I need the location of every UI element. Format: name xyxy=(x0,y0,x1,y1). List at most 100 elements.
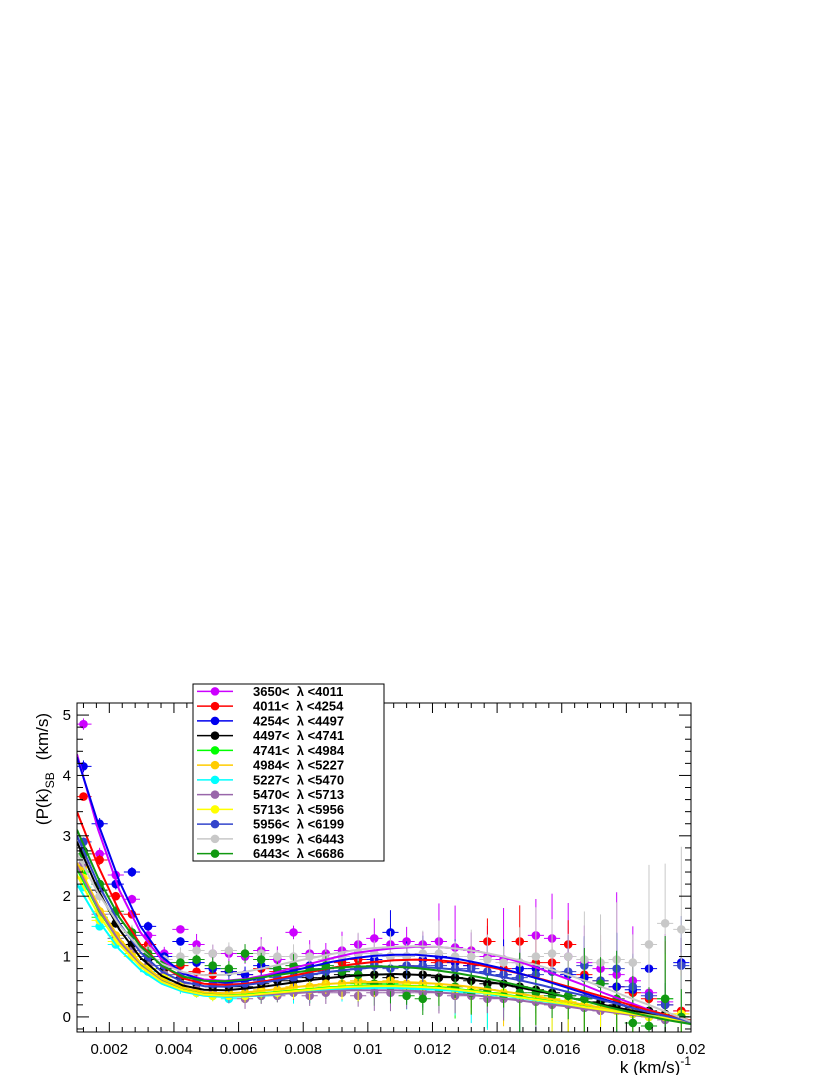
legend-marker xyxy=(210,701,220,711)
x-tick-label: 0.006 xyxy=(220,1041,258,1058)
legend-marker xyxy=(210,775,220,785)
y-axis-title-unit: (km/s) xyxy=(33,713,52,760)
data-point xyxy=(289,928,298,937)
legend-entry-5: 4741< λ <4984 xyxy=(197,743,345,758)
legend-marker xyxy=(210,834,220,844)
data-point xyxy=(644,940,654,949)
data-point xyxy=(483,955,492,964)
data-point xyxy=(273,952,282,961)
data-point xyxy=(79,792,88,801)
y-tick-label: 1 xyxy=(63,949,71,966)
data-point xyxy=(660,994,670,1004)
data-point xyxy=(79,719,88,729)
y-tick-label: 4 xyxy=(63,767,71,784)
legend-entry-1: 3650< λ <4011 xyxy=(197,684,343,699)
x-axis-title-exponent: -1 xyxy=(680,1054,691,1068)
data-point xyxy=(531,952,541,961)
x-axis-title: k (km/s)-1 xyxy=(620,1054,691,1075)
legend-label: 5713< λ <5956 xyxy=(253,802,344,817)
data-point xyxy=(176,958,185,967)
legend-entry-2: 4011< λ <4254 xyxy=(197,699,344,714)
data-point xyxy=(466,952,476,961)
legend-entry-12: 6443< λ <6686 xyxy=(197,846,344,861)
data-point xyxy=(660,919,670,928)
y-axis-title: (P(k)SB (km/s) xyxy=(33,713,57,825)
data-point xyxy=(192,955,201,964)
legend-label: 6199< λ <6443 xyxy=(253,831,344,846)
data-point xyxy=(628,958,638,967)
legend-marker xyxy=(210,760,220,770)
legend-marker xyxy=(210,849,220,858)
data-point xyxy=(370,934,379,943)
legend-entry-8: 5470< λ <5713 xyxy=(197,787,344,802)
series-12-fit-curve xyxy=(77,829,691,1026)
fit-curves-layer xyxy=(77,754,691,1026)
legend-entry-11: 6199< λ <6443 xyxy=(197,831,344,846)
data-point xyxy=(192,940,201,949)
y-tick-label: 0 xyxy=(63,1009,71,1026)
legend-label: 4741< λ <4984 xyxy=(253,743,345,758)
data-point xyxy=(677,925,686,934)
legend-entry-6: 4984< λ <5227 xyxy=(197,758,344,773)
data-point xyxy=(176,952,185,961)
data-point xyxy=(402,991,411,1001)
y-axis-title-subscript: SB xyxy=(43,772,57,788)
legend-marker xyxy=(210,790,220,799)
data-point xyxy=(127,867,137,877)
legend-label: 4011< λ <4254 xyxy=(253,699,344,714)
series-6-fit-curve xyxy=(77,862,691,1023)
legend-entry-10: 5956< λ <6199 xyxy=(197,817,344,832)
data-point xyxy=(208,961,218,970)
data-point xyxy=(628,1018,638,1028)
x-tick-label: 0.002 xyxy=(91,1041,129,1058)
data-point xyxy=(208,949,218,958)
legend-label: 5956< λ <6199 xyxy=(253,817,344,832)
legend-label: 5227< λ <5470 xyxy=(253,772,344,787)
data-point xyxy=(176,925,185,934)
series-11-fit-curve xyxy=(77,853,691,1023)
legend-label: 4254< λ <4497 xyxy=(253,713,344,728)
data-point xyxy=(192,946,201,955)
x-tick-label: 0.018 xyxy=(608,1041,646,1058)
data-point xyxy=(95,849,104,859)
legend-entry-9: 5713< λ <5956 xyxy=(197,802,344,817)
legend-label: 6443< λ <6686 xyxy=(253,846,344,861)
legend-entry-7: 5227< λ <5470 xyxy=(197,772,344,787)
x-tick-label: 0.016 xyxy=(543,1041,581,1058)
data-point xyxy=(256,955,266,964)
legend-entry-4: 4497< λ <4741 xyxy=(197,728,344,743)
x-tick-label: 0.01 xyxy=(353,1041,382,1058)
legend-marker xyxy=(210,716,220,726)
x-tick-label: 0.014 xyxy=(478,1041,516,1058)
axes-layer: 0.002 0.004 0.006 0.008 0.01 0.012 0.014 0.016 0… xyxy=(33,702,706,1077)
legend-entry-3: 4254< λ <4497 xyxy=(197,713,344,728)
data-point xyxy=(224,946,234,955)
legend-box xyxy=(192,683,385,862)
data-point xyxy=(143,922,153,931)
data-point xyxy=(224,964,234,973)
legend-marker xyxy=(210,819,220,829)
y-tick-label: 5 xyxy=(63,707,71,724)
legend-marker xyxy=(210,731,220,740)
series-2-fit-curve xyxy=(77,811,691,1022)
data-point xyxy=(240,949,250,958)
legend-marker xyxy=(210,746,220,755)
series-9-fit-curve xyxy=(77,874,691,1023)
legend-label: 3650< λ <4011 xyxy=(253,684,343,699)
legend-label: 5470< λ <5713 xyxy=(253,787,344,802)
x-tick-label: 0.012 xyxy=(414,1041,452,1058)
x-tick-label: 0.004 xyxy=(155,1041,193,1058)
legend-marker xyxy=(210,687,220,696)
data-point xyxy=(418,994,428,1004)
data-point xyxy=(176,937,185,946)
data-point xyxy=(547,949,557,958)
legend-label: 4497< λ <4741 xyxy=(253,728,344,743)
y-tick-label: 2 xyxy=(63,888,71,905)
data-point xyxy=(563,952,573,961)
x-tick-label: 0.02 xyxy=(676,1041,705,1058)
data-point xyxy=(644,1021,654,1031)
y-tick-label: 3 xyxy=(63,828,71,845)
